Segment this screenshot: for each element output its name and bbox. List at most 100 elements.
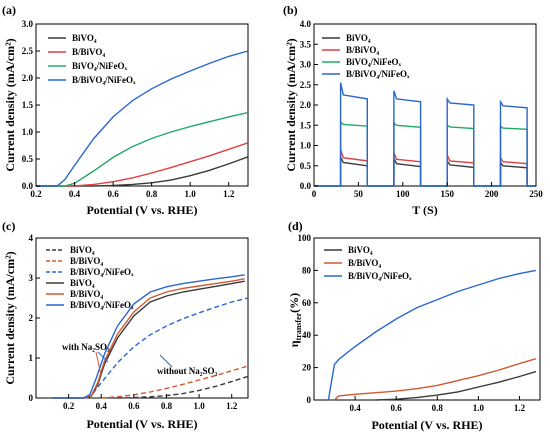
- series-line: [52, 274, 245, 399]
- y-tick-label: 100: [298, 233, 312, 243]
- panel-a-label: (a): [2, 3, 16, 17]
- series-line: [52, 278, 245, 399]
- annotation-without-arrow: [159, 354, 173, 368]
- series-line: [36, 156, 249, 187]
- panel-d: (d) 0.4 0.6 0.8 1.0 1.2 0 20 40 60 80 100 BiVO₄ B/B…: [287, 219, 541, 432]
- annotation-with-arrow-2: [97, 351, 109, 363]
- y-tick-label: 3.5: [300, 39, 312, 49]
- annotation-with-arrow-1: [95, 351, 102, 376]
- x-tick-label: 200: [485, 189, 499, 199]
- y-tick-label: 3.0: [300, 60, 312, 70]
- legend-label: B/BiVO₄/NiFeOₓ: [72, 75, 136, 85]
- x-tick-label: 100: [396, 189, 410, 199]
- x-tick-label: 0.6: [128, 401, 140, 411]
- y-tick-label: 60: [302, 298, 312, 308]
- y-tick-label: 2.0: [300, 100, 312, 110]
- x-tick-label: 0.4: [69, 189, 81, 199]
- legend-label: BiVO₄: [72, 33, 97, 43]
- series-line: [314, 120, 536, 187]
- series-line: [314, 82, 536, 187]
- legend-label: B/BiVO₄: [72, 47, 105, 57]
- y-tick-label: 80: [302, 265, 312, 275]
- legend-label: BiVO₄: [70, 245, 95, 255]
- legend-label: BiVO₄: [70, 278, 95, 288]
- x-tick-label: 150: [440, 189, 454, 199]
- legend-label: BiVO₄: [346, 33, 371, 43]
- panel-d-ticks: 0.4 0.6 0.8 1.0 1.2 0 20 40 60 80 100: [298, 233, 526, 413]
- y-tick-label: 20: [302, 363, 312, 373]
- x-tick-label: 1.0: [185, 189, 197, 199]
- x-tick-label: 1.2: [223, 189, 235, 199]
- panel-b-label: (b): [283, 3, 298, 17]
- panel-d-legend: BiVO₄ B/BiVO₄ B/BiVO₄/NiFeOₓ: [324, 245, 412, 281]
- x-tick-label: 50: [354, 189, 364, 199]
- x-tick-label: 0.6: [107, 189, 119, 199]
- panel-c-series: [52, 274, 249, 399]
- y-tick-label: 2.5: [300, 80, 312, 90]
- y-tick-label: 2.5: [22, 46, 34, 56]
- legend-label: BiVO₄: [348, 245, 373, 255]
- panel-c-legend: BiVO₄B/BiVO₄B/BiVO₄/NiFeOₓBiVO₄B/BiVO₄B/…: [46, 245, 134, 310]
- y-tick-label: 0.0: [300, 181, 312, 191]
- panel-c-xlabel: Potential (V vs. RHE): [86, 417, 197, 431]
- legend-label: BiVO₄/NiFeOₓ: [346, 57, 402, 67]
- legend-label: B/BiVO₄/NiFeOₓ: [346, 69, 410, 79]
- annotation-with-na2so3: with Na₂SO₃: [62, 342, 110, 352]
- y-tick-label: 0.5: [300, 161, 312, 171]
- panel-d-series: [327, 269, 537, 401]
- panel-b: (b) 0 50 100 150 200 250 0.0 0.5 1.0 1.5 2.0 2.5 3.0…: [283, 3, 543, 217]
- series-line: [36, 111, 249, 187]
- x-tick-label: 0.2: [30, 189, 42, 199]
- panel-d-label: (d): [288, 219, 303, 233]
- panel-b-legend: BiVO₄ B/BiVO₄ BiVO₄/NiFeOₓ B/BiVO₄/NiFeOₓ: [322, 33, 410, 79]
- series-line: [117, 375, 249, 399]
- x-tick-label: 0.2: [63, 401, 75, 411]
- series-line: [101, 365, 249, 399]
- x-tick-label: 0.4: [349, 403, 361, 413]
- panel-c-annotations: with Na₂SO₃ without Na₂SO₃: [62, 342, 217, 376]
- series-line: [314, 149, 536, 187]
- panel-c-ticks: 0.2 0.4 0.6 0.8 1.0 1.2 0 1 2 3 4: [29, 233, 238, 411]
- legend-label: B/BiVO₄/NiFeOₓ: [348, 271, 412, 281]
- y-tick-label: 1.0: [300, 141, 312, 151]
- series-line: [375, 370, 537, 401]
- legend-label: B/BiVO₄: [70, 289, 103, 299]
- panel-c-label: (c): [2, 219, 15, 233]
- x-tick-label: 1.0: [193, 401, 205, 411]
- series-line: [327, 269, 537, 401]
- series-line: [86, 297, 249, 399]
- panel-a-xlabel: Potential (V vs. RHE): [86, 203, 197, 217]
- annotation-without-na2so3: without Na₂SO₃: [157, 366, 217, 376]
- y-tick-label: 0.5: [22, 154, 34, 164]
- y-tick-label: 4: [29, 233, 34, 243]
- panel-a-legend: BiVO₄ B/BiVO₄ BiVO₄/NiFeOₓ B/BiVO₄/NiFeOₓ: [48, 33, 136, 85]
- y-tick-label: 2: [29, 313, 34, 323]
- legend-label: B/BiVO₄/NiFeOₓ: [70, 267, 134, 277]
- x-tick-label: 1.2: [226, 401, 238, 411]
- x-tick-label: 0.4: [96, 401, 108, 411]
- series-line: [36, 50, 249, 187]
- x-tick-label: 0.8: [146, 189, 158, 199]
- y-tick-label: 0.0: [22, 181, 34, 191]
- panel-d-xlabel: Potential (V vs. RHE): [371, 418, 482, 432]
- panel-d-frame: [313, 237, 541, 401]
- legend-label: B/BiVO₄: [70, 256, 103, 266]
- x-tick-label: 0.6: [391, 403, 403, 413]
- panel-a: (a) 0.2 0.4 0.6 0.8 1.0 1.2 0.0 0.5 1.0 1.5 2.0 2.5…: [2, 3, 249, 217]
- y-tick-label: 0: [29, 393, 34, 403]
- x-tick-label: 0: [312, 189, 317, 199]
- panel-b-series: [314, 82, 536, 187]
- y-tick-label: 3.0: [22, 19, 34, 29]
- x-tick-label: 1.2: [514, 403, 526, 413]
- y-tick-label: 1.0: [22, 127, 34, 137]
- x-tick-label: 0.8: [432, 403, 444, 413]
- y-tick-label: 0: [307, 395, 312, 405]
- series-line: [36, 142, 249, 187]
- y-tick-label: 1: [29, 353, 34, 363]
- x-tick-label: 250: [529, 189, 543, 199]
- panel-b-ticks: 0 50 100 150 200 250 0.0 0.5 1.0 1.5 2.0 2.5 3.0 3.5 4…: [300, 19, 544, 199]
- legend-label: BiVO₄/NiFeOₓ: [72, 61, 128, 71]
- legend-label: B/BiVO₄: [346, 45, 379, 55]
